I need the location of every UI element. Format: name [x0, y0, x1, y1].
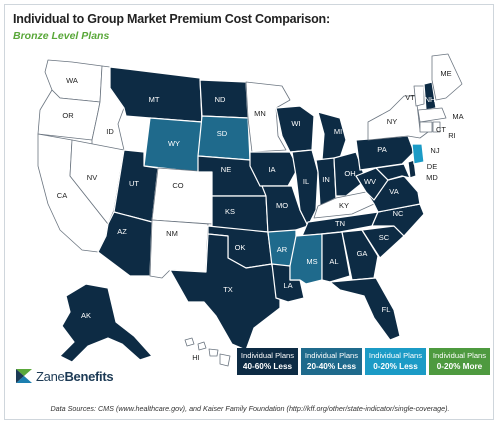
label-ms: MS: [306, 257, 317, 266]
state-hi: [184, 337, 231, 367]
label-ne: NE: [221, 165, 231, 174]
label-ia: IA: [268, 165, 275, 174]
state-mn: [245, 81, 291, 153]
label-il: IL: [303, 177, 309, 186]
state-nm: [149, 219, 209, 279]
state-ct: [419, 121, 433, 133]
state-ri: [432, 121, 441, 133]
label-va: VA: [389, 187, 398, 196]
label-ct: CT: [436, 125, 446, 134]
label-mt: MT: [149, 95, 160, 104]
state-tx: [169, 233, 281, 351]
label-nc: NC: [393, 209, 404, 218]
label-ca: CA: [57, 191, 67, 200]
label-mo: MO: [276, 201, 288, 210]
legend: Individual Plans 40-60% Less Individual …: [237, 348, 490, 375]
state-ak: [59, 283, 153, 363]
label-nh: NH: [425, 95, 436, 104]
label-co: CO: [172, 181, 183, 190]
logo: ZaneBenefits: [14, 366, 114, 386]
label-nm: NM: [166, 229, 178, 238]
label-md: MD: [426, 173, 438, 182]
state-ks: [211, 195, 269, 233]
state-ga: [341, 229, 379, 281]
state-me: [431, 53, 463, 101]
state-al: [321, 231, 351, 283]
label-la: LA: [283, 281, 292, 290]
state-oh: [333, 151, 367, 197]
label-sc: SC: [379, 233, 390, 242]
label-pa: PA: [377, 145, 386, 154]
label-nj: NJ: [430, 146, 439, 155]
label-al: AL: [329, 257, 338, 266]
state-sd: [197, 115, 251, 161]
page-title: Individual to Group Market Premium Cost …: [13, 12, 330, 26]
state-tn: [301, 211, 379, 237]
label-ri: RI: [448, 131, 456, 140]
label-ma: MA: [452, 112, 463, 121]
label-tn: TN: [335, 219, 345, 228]
state-md: [375, 163, 411, 181]
source-note: Data Sources: CMS (www.healthcare.gov), …: [50, 404, 450, 413]
label-or: OR: [62, 111, 74, 120]
label-ga: GA: [357, 249, 368, 258]
legend-item-0-20-more: Individual Plans 0-20% More: [429, 348, 490, 375]
state-mo: [261, 185, 309, 235]
label-id: ID: [106, 127, 114, 136]
state-il: [291, 149, 319, 227]
state-nh: [423, 81, 437, 111]
label-wa: WA: [66, 76, 78, 85]
label-mn: MN: [254, 109, 266, 118]
state-ma: [417, 107, 447, 123]
label-nd: ND: [215, 95, 226, 104]
legend-item-20-40-less: Individual Plans 20-40% Less: [301, 348, 362, 375]
label-hi: HI: [192, 353, 200, 362]
legend-item-40-60-less: Individual Plans 40-60% Less: [237, 348, 298, 375]
label-wi: WI: [291, 119, 300, 128]
label-ut: UT: [129, 179, 139, 188]
state-vt: [413, 85, 425, 107]
label-nv: NV: [87, 173, 97, 182]
label-me: ME: [440, 69, 451, 78]
state-mi: [317, 111, 347, 161]
zane-logo-icon: [16, 369, 32, 383]
label-tx: TX: [223, 285, 233, 294]
state-wv: [355, 167, 389, 201]
label-fl: FL: [382, 305, 391, 314]
state-co: [151, 167, 213, 225]
label-sd: SD: [217, 129, 228, 138]
state-fl: [329, 277, 401, 341]
legend-item-0-20-less: Individual Plans 0-20% Less: [365, 348, 426, 375]
label-ar: AR: [277, 245, 288, 254]
label-ak: AK: [81, 311, 91, 320]
label-ky: KY: [339, 201, 349, 210]
label-de: DE: [427, 162, 437, 171]
label-az: AZ: [117, 227, 127, 236]
label-vt: VT: [405, 93, 415, 102]
page-subtitle: Bronze Level Plans: [13, 30, 110, 42]
label-wy: WY: [168, 139, 180, 148]
label-ks: KS: [225, 207, 235, 216]
label-wv: WV: [364, 177, 376, 186]
state-nj: [411, 143, 425, 165]
label-ok: OK: [235, 243, 246, 252]
label-in: IN: [322, 175, 330, 184]
label-oh: OH: [344, 169, 355, 178]
label-mi: MI: [334, 127, 342, 136]
label-ny: NY: [387, 117, 397, 126]
